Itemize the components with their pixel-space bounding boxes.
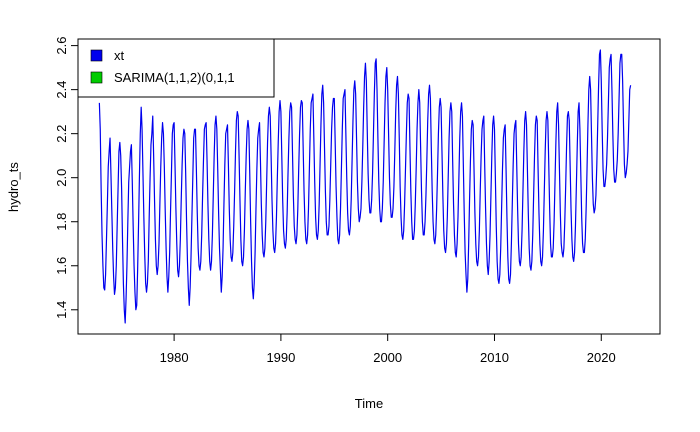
x-axis-title: Time — [355, 396, 383, 411]
x-tick-label: 2000 — [373, 350, 402, 365]
y-tick-label: 2.6 — [54, 37, 69, 55]
y-tick-label: 2.4 — [54, 81, 69, 99]
x-axis: 1980 1990 2000 2010 2020 — [160, 334, 616, 365]
y-tick-label: 1.6 — [54, 257, 69, 275]
x-tick-label: 2020 — [587, 350, 616, 365]
y-tick-label: 2.2 — [54, 125, 69, 143]
x-tick-label: 1980 — [160, 350, 189, 365]
legend-label-sarima: SARIMA(1,1,2)(0,1,1 — [114, 70, 235, 85]
y-axis-title: hydro_ts — [6, 162, 21, 212]
legend-label-xt: xt — [114, 48, 125, 63]
x-tick-label: 1990 — [266, 350, 295, 365]
y-tick-label: 2.0 — [54, 169, 69, 187]
x-tick-label: 2010 — [480, 350, 509, 365]
legend-box — [78, 39, 274, 97]
legend: xt SARIMA(1,1,2)(0,1,1 — [78, 39, 274, 97]
y-tick-label: 1.4 — [54, 301, 69, 319]
legend-swatch-xt — [91, 50, 102, 61]
y-axis: 1.4 1.6 1.8 2.0 2.2 2.4 2.6 — [54, 37, 78, 319]
legend-swatch-sarima — [91, 72, 102, 83]
y-tick-label: 1.8 — [54, 213, 69, 231]
